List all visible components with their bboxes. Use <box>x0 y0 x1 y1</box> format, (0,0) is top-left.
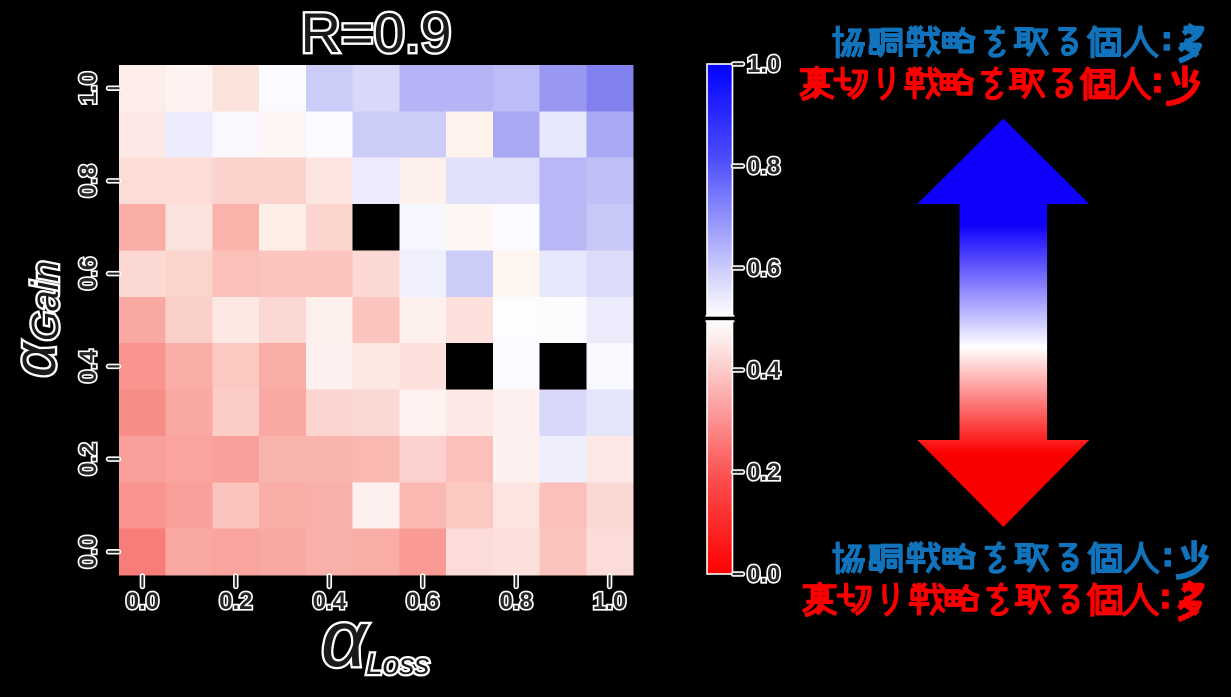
svg-text:0.2: 0.2 <box>75 442 102 475</box>
svg-text:α: α <box>1 341 68 377</box>
svg-text:0.6: 0.6 <box>747 255 780 282</box>
svg-text:0.0: 0.0 <box>747 561 780 588</box>
svg-text:0.0: 0.0 <box>75 535 102 568</box>
svg-text:0.4: 0.4 <box>75 349 102 383</box>
svg-text:Loss: Loss <box>366 648 429 681</box>
svg-text:Gain: Gain <box>25 261 67 341</box>
svg-text:1.0: 1.0 <box>75 72 102 105</box>
svg-text:0.0: 0.0 <box>126 588 159 615</box>
svg-text:0.8: 0.8 <box>75 164 102 197</box>
svg-text:0.6: 0.6 <box>75 257 102 290</box>
svg-text:0.4: 0.4 <box>747 357 781 384</box>
svg-text:R=0.9: R=0.9 <box>301 1 452 64</box>
svg-text:1.0: 1.0 <box>747 51 780 78</box>
svg-text:0.4: 0.4 <box>313 588 347 615</box>
svg-text:0.2: 0.2 <box>747 459 780 486</box>
svg-text:α: α <box>321 594 369 683</box>
svg-text:0.8: 0.8 <box>500 588 533 615</box>
svg-text:0.2: 0.2 <box>219 588 252 615</box>
svg-text:1.0: 1.0 <box>593 588 626 615</box>
svg-text:0.6: 0.6 <box>406 588 439 615</box>
svg-text:0.8: 0.8 <box>747 153 780 180</box>
